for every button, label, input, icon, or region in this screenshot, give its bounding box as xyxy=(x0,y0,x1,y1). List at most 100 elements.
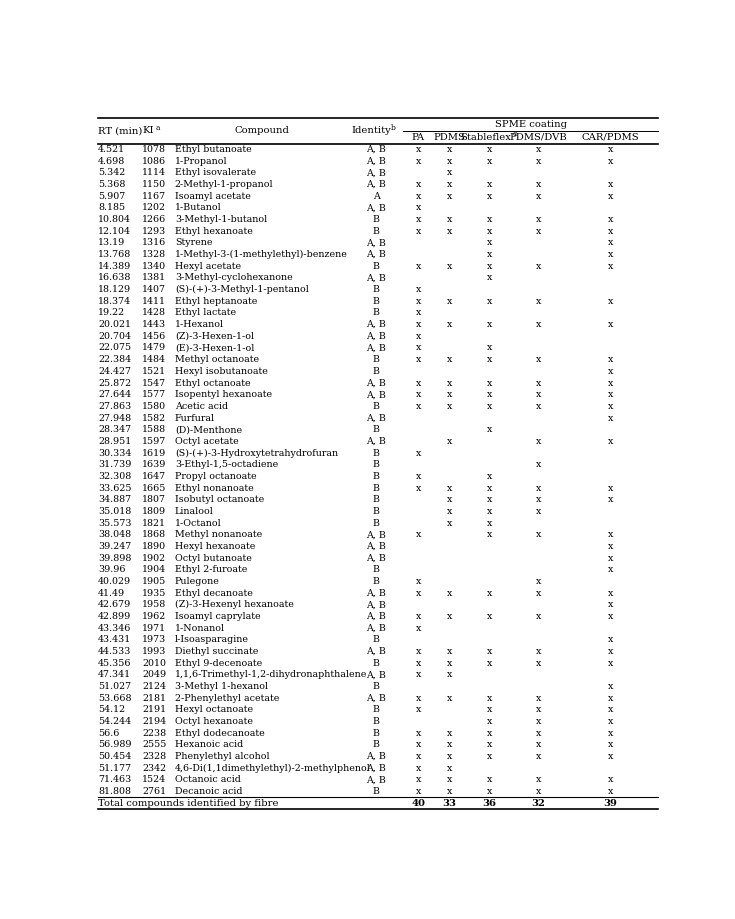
Text: Ethyl nonanoate: Ethyl nonanoate xyxy=(175,483,254,493)
Text: x: x xyxy=(487,694,492,703)
Text: 45.356: 45.356 xyxy=(98,659,132,668)
Text: Furfural: Furfural xyxy=(175,414,215,423)
Text: x: x xyxy=(487,145,492,154)
Text: B: B xyxy=(373,682,380,691)
Text: x: x xyxy=(608,391,613,399)
Text: 1381: 1381 xyxy=(143,274,166,282)
Text: 1-Methyl-3-(1-methylethyl)-benzene: 1-Methyl-3-(1-methylethyl)-benzene xyxy=(175,250,348,259)
Text: x: x xyxy=(487,483,492,493)
Text: x: x xyxy=(446,647,452,656)
Text: 53.668: 53.668 xyxy=(98,694,132,703)
Text: 27.948: 27.948 xyxy=(98,414,132,423)
Text: B: B xyxy=(373,483,380,493)
Text: x: x xyxy=(446,320,452,329)
Text: x: x xyxy=(536,706,541,714)
Text: x: x xyxy=(608,776,613,785)
Text: PA: PA xyxy=(412,132,425,142)
Text: 1524: 1524 xyxy=(143,776,166,785)
Text: x: x xyxy=(536,460,541,470)
Text: x: x xyxy=(415,624,421,632)
Text: x: x xyxy=(487,344,492,353)
Text: x: x xyxy=(446,402,452,411)
Text: B: B xyxy=(373,355,380,364)
Text: 1890: 1890 xyxy=(143,542,166,551)
Text: x: x xyxy=(415,402,421,411)
Text: x: x xyxy=(536,530,541,539)
Text: x: x xyxy=(608,483,613,493)
Text: 34.887: 34.887 xyxy=(98,495,132,505)
Text: x: x xyxy=(446,659,452,668)
Text: 56.989: 56.989 xyxy=(98,741,132,749)
Text: 1-Butanol: 1-Butanol xyxy=(175,203,221,212)
Text: 2181: 2181 xyxy=(143,694,166,703)
Text: x: x xyxy=(536,577,541,586)
Text: 2-Methyl-1-propanol: 2-Methyl-1-propanol xyxy=(175,180,273,189)
Text: x: x xyxy=(446,355,452,364)
Text: x: x xyxy=(608,635,613,644)
Text: 14.389: 14.389 xyxy=(98,262,132,271)
Text: x: x xyxy=(487,156,492,165)
Text: Propyl octanoate: Propyl octanoate xyxy=(175,471,257,481)
Text: b: b xyxy=(390,124,395,132)
Text: x: x xyxy=(608,647,613,656)
Text: x: x xyxy=(608,215,613,224)
Text: 1665: 1665 xyxy=(143,483,167,493)
Text: 5.342: 5.342 xyxy=(98,168,126,177)
Text: 54.244: 54.244 xyxy=(98,717,132,726)
Text: x: x xyxy=(446,145,452,154)
Text: x: x xyxy=(536,320,541,329)
Text: 1809: 1809 xyxy=(143,507,166,516)
Text: RT (min): RT (min) xyxy=(98,126,143,135)
Text: A, B: A, B xyxy=(366,553,386,562)
Text: 40: 40 xyxy=(411,799,425,808)
Text: x: x xyxy=(487,227,492,236)
Text: A, B: A, B xyxy=(366,180,386,189)
Text: x: x xyxy=(415,741,421,749)
Text: Diethyl succinate: Diethyl succinate xyxy=(175,647,258,656)
Text: x: x xyxy=(415,448,421,458)
Text: x: x xyxy=(487,425,492,434)
Text: x: x xyxy=(446,495,452,505)
Text: x: x xyxy=(487,717,492,726)
Text: 2-Phenylethyl acetate: 2-Phenylethyl acetate xyxy=(175,694,279,703)
Text: x: x xyxy=(608,542,613,551)
Text: 1411: 1411 xyxy=(143,297,166,306)
Text: x: x xyxy=(415,215,421,224)
Text: A, B: A, B xyxy=(366,624,386,632)
Text: x: x xyxy=(608,180,613,189)
Text: 1443: 1443 xyxy=(143,320,166,329)
Text: 51.177: 51.177 xyxy=(98,764,132,773)
Text: x: x xyxy=(536,156,541,165)
Text: 16.638: 16.638 xyxy=(98,274,132,282)
Text: x: x xyxy=(608,717,613,726)
Text: 1582: 1582 xyxy=(143,414,166,423)
Text: 1484: 1484 xyxy=(143,355,166,364)
Text: x: x xyxy=(608,741,613,749)
Text: 27.863: 27.863 xyxy=(98,402,132,411)
Text: x: x xyxy=(487,402,492,411)
Text: Styrene: Styrene xyxy=(175,238,212,247)
Text: x: x xyxy=(446,180,452,189)
Text: x: x xyxy=(536,659,541,668)
Text: x: x xyxy=(487,250,492,259)
Text: Pulegone: Pulegone xyxy=(175,577,220,586)
Text: x: x xyxy=(446,776,452,785)
Text: Octanoic acid: Octanoic acid xyxy=(175,776,240,785)
Text: 2761: 2761 xyxy=(143,788,166,796)
Text: 32.308: 32.308 xyxy=(98,471,132,481)
Text: Octyl acetate: Octyl acetate xyxy=(175,437,239,446)
Text: B: B xyxy=(373,495,380,505)
Text: 30.334: 30.334 xyxy=(98,448,132,458)
Text: x: x xyxy=(608,297,613,306)
Text: x: x xyxy=(487,788,492,796)
Text: 51.027: 51.027 xyxy=(98,682,132,691)
Text: 32: 32 xyxy=(531,799,545,808)
Text: x: x xyxy=(536,495,541,505)
Text: B: B xyxy=(373,309,380,317)
Text: x: x xyxy=(487,471,492,481)
Text: 20.021: 20.021 xyxy=(98,320,131,329)
Text: x: x xyxy=(415,344,421,353)
Text: 13.768: 13.768 xyxy=(98,250,132,259)
Text: 3-Methyl 1-hexanol: 3-Methyl 1-hexanol xyxy=(175,682,268,691)
Text: Ethyl lactate: Ethyl lactate xyxy=(175,309,236,317)
